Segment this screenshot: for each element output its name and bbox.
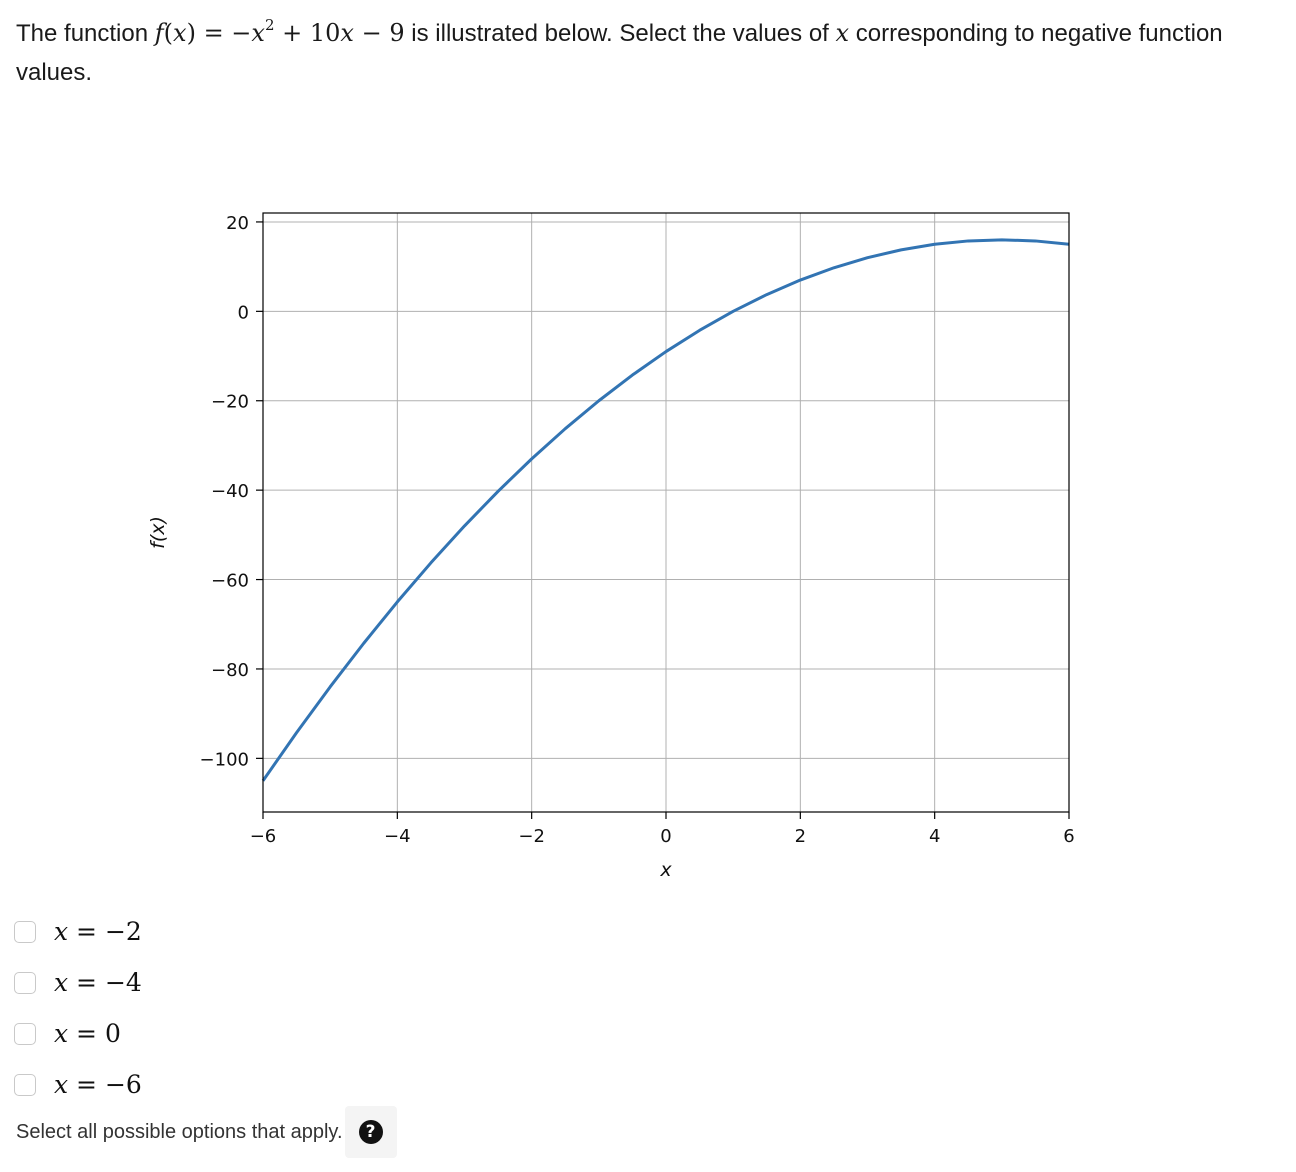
option-x-minus-4[interactable]: x = −4 (14, 957, 142, 1008)
y-tick-label: −100 (200, 749, 249, 770)
help-button[interactable]: ? (344, 1106, 397, 1158)
option-x-minus-6[interactable]: x = −6 (14, 1059, 142, 1110)
checkbox[interactable] (14, 971, 36, 994)
option-x-0[interactable]: x = 0 (14, 1008, 142, 1059)
y-tick-label: −20 (211, 392, 249, 413)
question-mid: is illustrated below. Select the values … (404, 20, 836, 47)
question-end: corresponding to negative function value… (16, 20, 1223, 86)
option-label: x = 0 (54, 1019, 121, 1048)
question-variable: x (835, 19, 850, 47)
checkbox[interactable] (14, 920, 36, 943)
x-tick-label: −6 (250, 826, 277, 847)
x-tick-label: 0 (660, 826, 671, 847)
x-tick-label: −4 (384, 826, 411, 847)
question-circle-icon: ? (358, 1120, 383, 1144)
answer-options: x = −2 x = −4 x = 0 x = −6 (14, 906, 142, 1110)
option-x-minus-2[interactable]: x = −2 (14, 906, 142, 957)
y-tick-label: −40 (211, 481, 249, 502)
y-tick-label: −60 (211, 571, 249, 592)
function-expression: f(x) = −x2 + 10x − 9 (154, 16, 405, 48)
hint-row: Select all possible options that apply. … (16, 1106, 397, 1158)
y-axis-label: f(x) (147, 516, 169, 549)
checkbox[interactable] (14, 1022, 36, 1045)
option-label: x = −4 (54, 968, 142, 997)
question-intro: The function (16, 20, 155, 47)
x-tick-label: −2 (518, 826, 545, 847)
x-tick-label: 6 (1063, 826, 1074, 847)
checkbox[interactable] (14, 1073, 36, 1096)
x-tick-label: 2 (795, 826, 806, 847)
x-axis-label: x (659, 859, 672, 881)
y-tick-label: −80 (211, 660, 249, 681)
y-tick-label: 0 (238, 302, 249, 323)
x-tick-label: 4 (929, 826, 940, 847)
question-text: The function f(x) = −x2 + 10x − 9 is ill… (16, 14, 1284, 92)
y-tick-label: 20 (226, 213, 249, 234)
hint-text: Select all possible options that apply. (16, 1120, 343, 1143)
series-line (261, 238, 1070, 782)
option-label: x = −2 (54, 917, 142, 946)
option-label: x = −6 (54, 1070, 142, 1099)
